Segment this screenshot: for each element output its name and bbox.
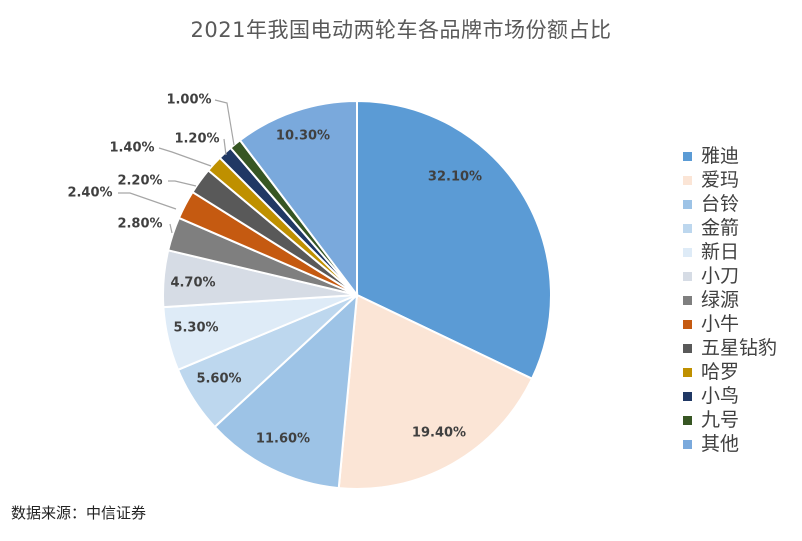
legend-item-1: 爱玛: [683, 168, 802, 192]
data-label-3: 5.60%: [196, 372, 241, 387]
data-label-4: 5.30%: [173, 321, 218, 336]
data-label-0: 32.10%: [428, 170, 482, 185]
legend-item-10: 小鸟: [683, 384, 802, 408]
leader-line-11: [214, 99, 235, 146]
legend-item-9: 哈罗: [683, 360, 802, 384]
legend-swatch-11: [683, 415, 692, 425]
legend-swatch-5: [683, 271, 692, 281]
legend-swatch-10: [683, 391, 692, 401]
data-label-11: 1.00%: [166, 93, 211, 108]
legend-item-2: 台铃: [683, 192, 802, 216]
data-label-1: 19.40%: [412, 426, 466, 441]
pie-slice-12: [238, 99, 358, 298]
data-label-8: 2.20%: [117, 174, 162, 189]
legend-item-8: 五星钻豹: [683, 336, 802, 360]
leader-line-7: [118, 192, 177, 210]
data-label-6: 2.80%: [117, 217, 162, 232]
legend-label-6: 绿源: [701, 289, 740, 311]
legend: 雅迪 爱玛 台铃 金箭 新日 小刀 绿源 小牛 五星钻豹 哈罗 小鸟 九号 其他: [683, 144, 802, 456]
legend-label-12: 其他: [701, 433, 740, 455]
legend-swatch-8: [683, 343, 692, 353]
legend-swatch-4: [683, 247, 692, 257]
legend-item-12: 其他: [683, 432, 802, 456]
legend-item-5: 小刀: [683, 264, 802, 288]
legend-swatch-0: [683, 151, 692, 161]
legend-label-7: 小牛: [701, 313, 740, 335]
pie-slice-1: [337, 293, 534, 490]
leader-line-6: [169, 223, 173, 234]
legend-item-6: 绿源: [683, 288, 802, 312]
leader-line-10: [223, 138, 227, 156]
legend-swatch-2: [683, 199, 692, 209]
legend-label-11: 九号: [701, 409, 740, 431]
legend-swatch-6: [683, 295, 692, 305]
legend-swatch-9: [683, 367, 692, 377]
legend-label-0: 雅迪: [701, 145, 740, 167]
pie-slices: [161, 99, 552, 490]
data-label-9: 1.40%: [109, 141, 154, 156]
data-label-5: 4.70%: [170, 276, 215, 291]
data-labels: 32.10% 19.40% 11.60% 5.60% 5.30% 4.70% 2.80% 2.…: [67, 93, 482, 447]
data-label-7: 2.40%: [67, 186, 112, 201]
legend-label-8: 五星钻豹: [701, 337, 778, 359]
pie-slice-2: [213, 292, 359, 490]
legend-swatch-1: [683, 175, 692, 185]
legend-item-7: 小牛: [683, 312, 802, 336]
legend-swatch-12: [683, 439, 692, 449]
source-note: 数据来源：中信证券: [11, 504, 147, 522]
legend-label-5: 小刀: [701, 265, 740, 287]
leader-lines: [118, 99, 235, 234]
legend-label-2: 台铃: [701, 193, 740, 215]
leader-line-8: [168, 180, 197, 187]
leader-line-9: [158, 147, 212, 167]
legend-swatch-7: [683, 319, 692, 329]
pie-slice-0: [356, 99, 552, 381]
legend-label-3: 金箭: [701, 217, 740, 239]
legend-swatch-3: [683, 223, 692, 233]
legend-label-1: 爱玛: [701, 169, 740, 191]
legend-label-9: 哈罗: [701, 361, 740, 383]
legend-item-11: 九号: [683, 408, 802, 432]
legend-label-10: 小鸟: [701, 385, 740, 407]
legend-item-3: 金箭: [683, 216, 802, 240]
legend-label-4: 新日: [701, 241, 740, 263]
data-label-10: 1.20%: [174, 132, 219, 147]
data-label-2: 11.60%: [256, 432, 310, 447]
legend-item-0: 雅迪: [683, 144, 802, 168]
chart-title: 2021年我国电动两轮车各品牌市场份额占比: [190, 18, 612, 42]
data-label-12: 10.30%: [276, 129, 330, 144]
legend-item-4: 新日: [683, 240, 802, 264]
